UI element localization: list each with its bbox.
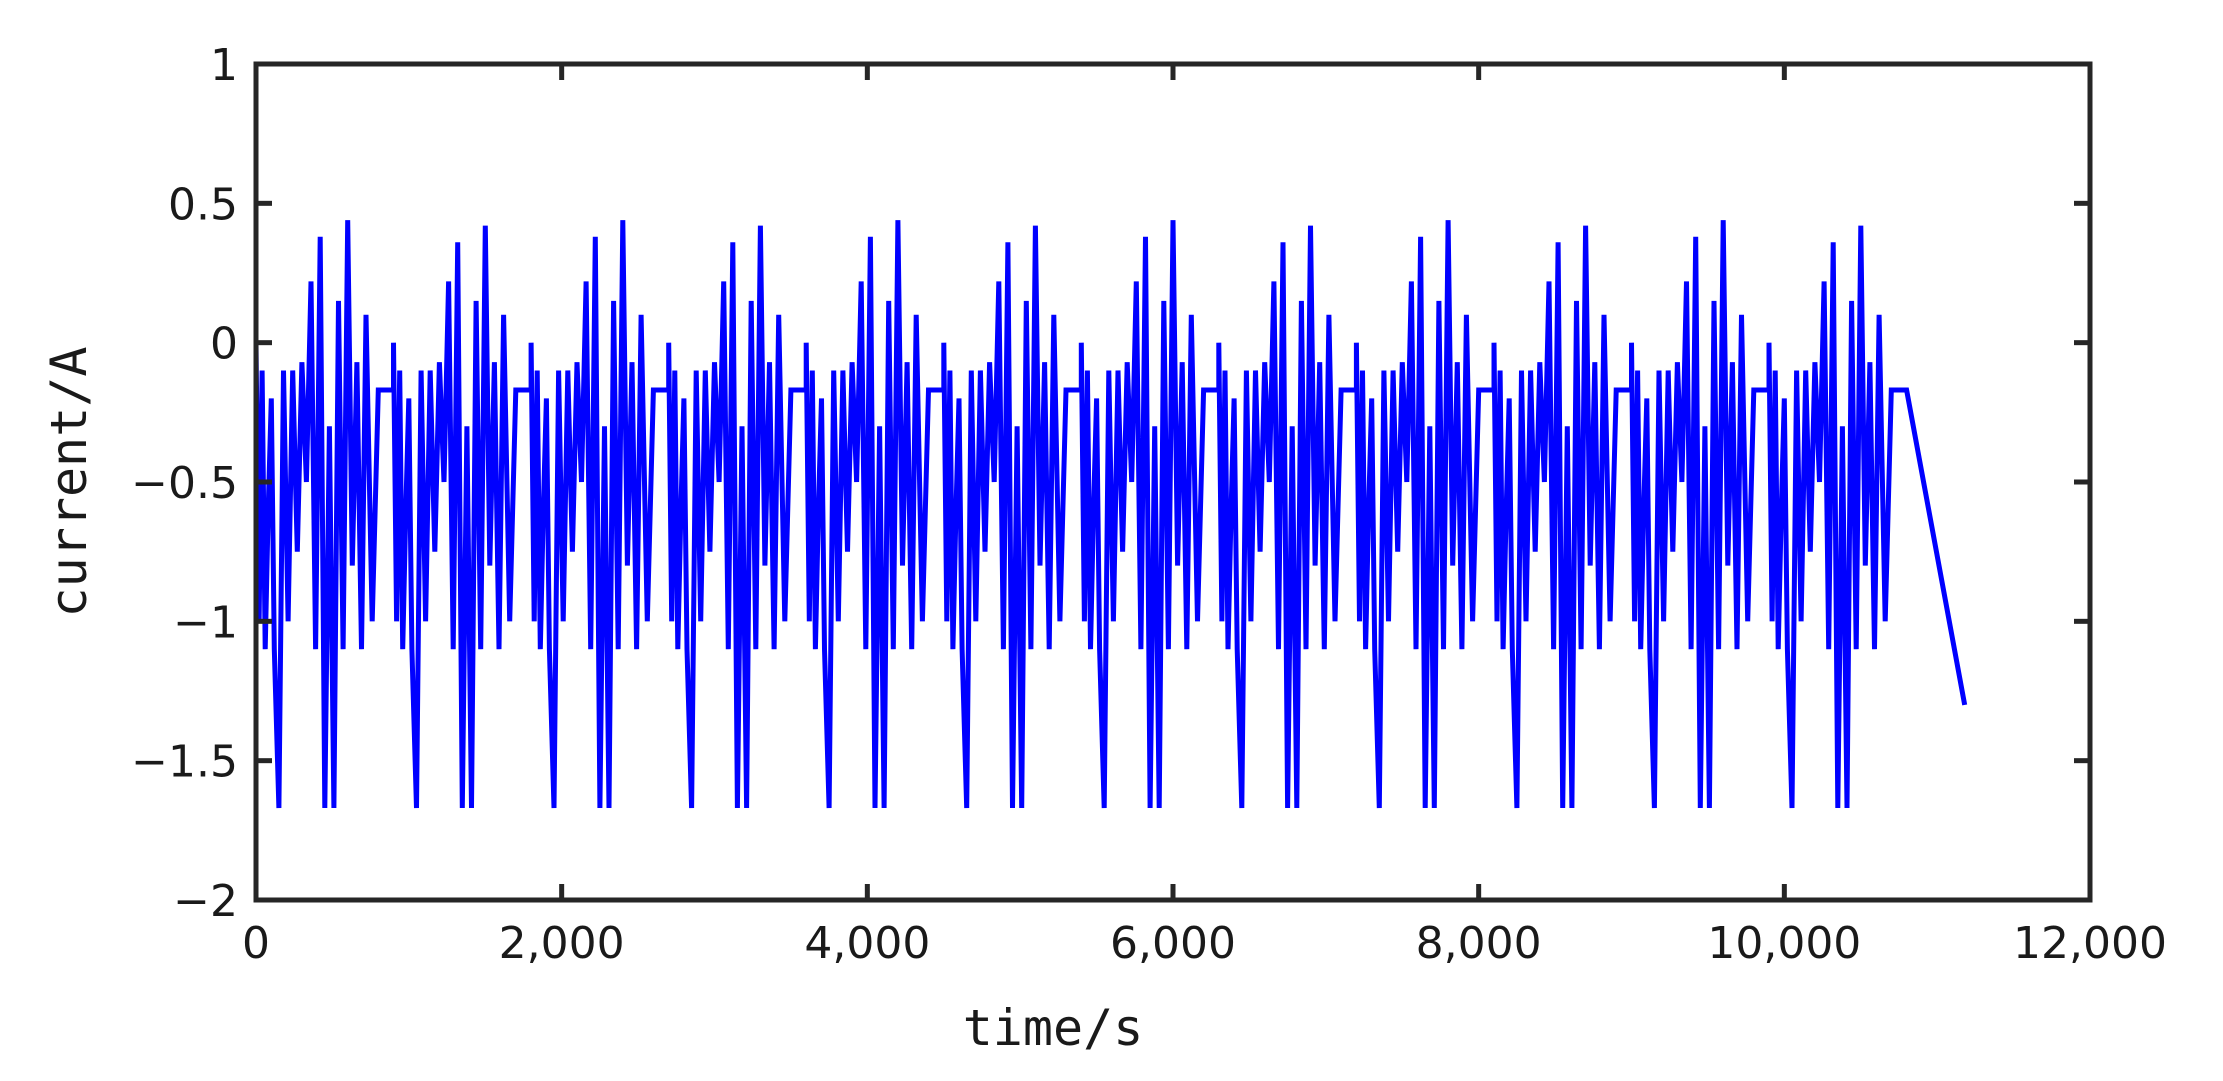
y-tick-label: −0.5 [131, 458, 238, 509]
x-tick-label: 10,000 [1707, 918, 1861, 969]
y-tick-label: −1 [173, 597, 238, 648]
x-tick-label: 8,000 [1416, 918, 1542, 969]
y-tick-label: 0 [210, 319, 238, 370]
x-axis-title: time/s [963, 999, 1144, 1057]
x-tick-label: 0 [242, 918, 270, 969]
y-tick-label: −2 [173, 876, 238, 927]
plot-frame [253, 61, 2093, 903]
y-tick-label: 0.5 [168, 179, 238, 230]
x-tick-label: 6,000 [1110, 918, 1236, 969]
y-tick-label: −1.5 [131, 737, 238, 788]
y-tick-label: 1 [210, 40, 238, 91]
plot-area [253, 220, 1968, 809]
x-tick-label: 2,000 [499, 918, 625, 969]
series-line [253, 220, 1968, 809]
tick-labels: 0 2,000 4,000 6,000 8,000 10,000 12,000 −2 −1.5 −… [131, 40, 2167, 969]
y-axis-title: current/A [40, 347, 98, 618]
x-tick-label: 4,000 [804, 918, 930, 969]
x-tick-label: 12,000 [2013, 918, 2167, 969]
